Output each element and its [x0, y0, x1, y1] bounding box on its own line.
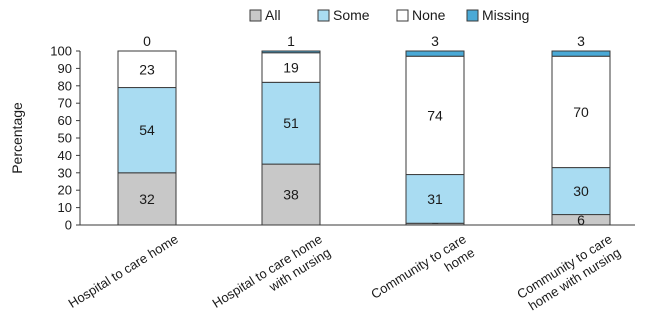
legend-label-missing: Missing [482, 7, 529, 23]
y-tick-label: 40 [58, 148, 72, 163]
y-tick-label: 30 [58, 165, 72, 180]
y-tick-label: 70 [58, 96, 72, 111]
x-axis: Hospital to care home Hospital to care ho… [66, 224, 635, 313]
data-label-missing: 0 [143, 33, 151, 49]
legend-label-none: None [412, 7, 446, 23]
y-tick-label: 60 [58, 113, 72, 128]
bar-segment-missing [405, 50, 465, 57]
legend-swatch-missing [466, 9, 479, 22]
bar-segment-none [261, 52, 321, 83]
y-tick-label: 10 [58, 200, 72, 215]
bar-segment-some [261, 81, 321, 165]
y-tick-label: 100 [50, 44, 72, 59]
y-tick-label: 20 [58, 183, 72, 198]
legend-swatch-some [317, 9, 330, 22]
bars: 32542303851191131743630703 [117, 33, 611, 228]
category-label: Hospital to care home [66, 231, 181, 311]
data-label-missing: 3 [431, 33, 439, 49]
data-label-missing: 3 [577, 33, 585, 49]
y-tick-label: 0 [65, 218, 72, 233]
bar-segment-none [405, 55, 465, 176]
data-label-some: 51 [283, 115, 299, 131]
data-label-missing: 1 [287, 33, 295, 49]
data-label-all: 32 [139, 191, 155, 207]
data-label-some: 30 [573, 183, 589, 199]
legend-swatch-none [396, 9, 409, 22]
category-label-group: Hospital to care home [66, 231, 181, 311]
data-label-some: 31 [427, 191, 443, 207]
data-label-none: 23 [139, 61, 155, 77]
data-label-some: 54 [139, 122, 155, 138]
legend: All Some None Missing [249, 7, 529, 23]
y-tick-label: 50 [58, 131, 72, 146]
y-axis-label: Percentage [9, 102, 25, 174]
legend-swatch-all [249, 9, 262, 22]
legend-label-some: Some [333, 7, 370, 23]
y-tick-label: 90 [58, 61, 72, 76]
bar-segment-missing [261, 50, 321, 54]
data-label-none: 19 [283, 60, 299, 76]
y-tick-label: 80 [58, 78, 72, 93]
data-label-none: 74 [427, 107, 443, 123]
legend-label-all: All [265, 7, 281, 23]
data-label-none: 70 [573, 104, 589, 120]
bar-segment-none [117, 50, 177, 89]
bar-segment-none [551, 55, 611, 169]
y-axis: 0 10 20 30 40 50 60 70 80 90 100 [50, 44, 81, 233]
bar-segment-some [551, 167, 611, 216]
bar-segment-all [117, 172, 177, 226]
data-label-all: 6 [577, 212, 585, 228]
bar-segment-missing [551, 50, 611, 57]
bar-segment-some [405, 174, 465, 224]
data-label-all: 38 [283, 187, 299, 203]
